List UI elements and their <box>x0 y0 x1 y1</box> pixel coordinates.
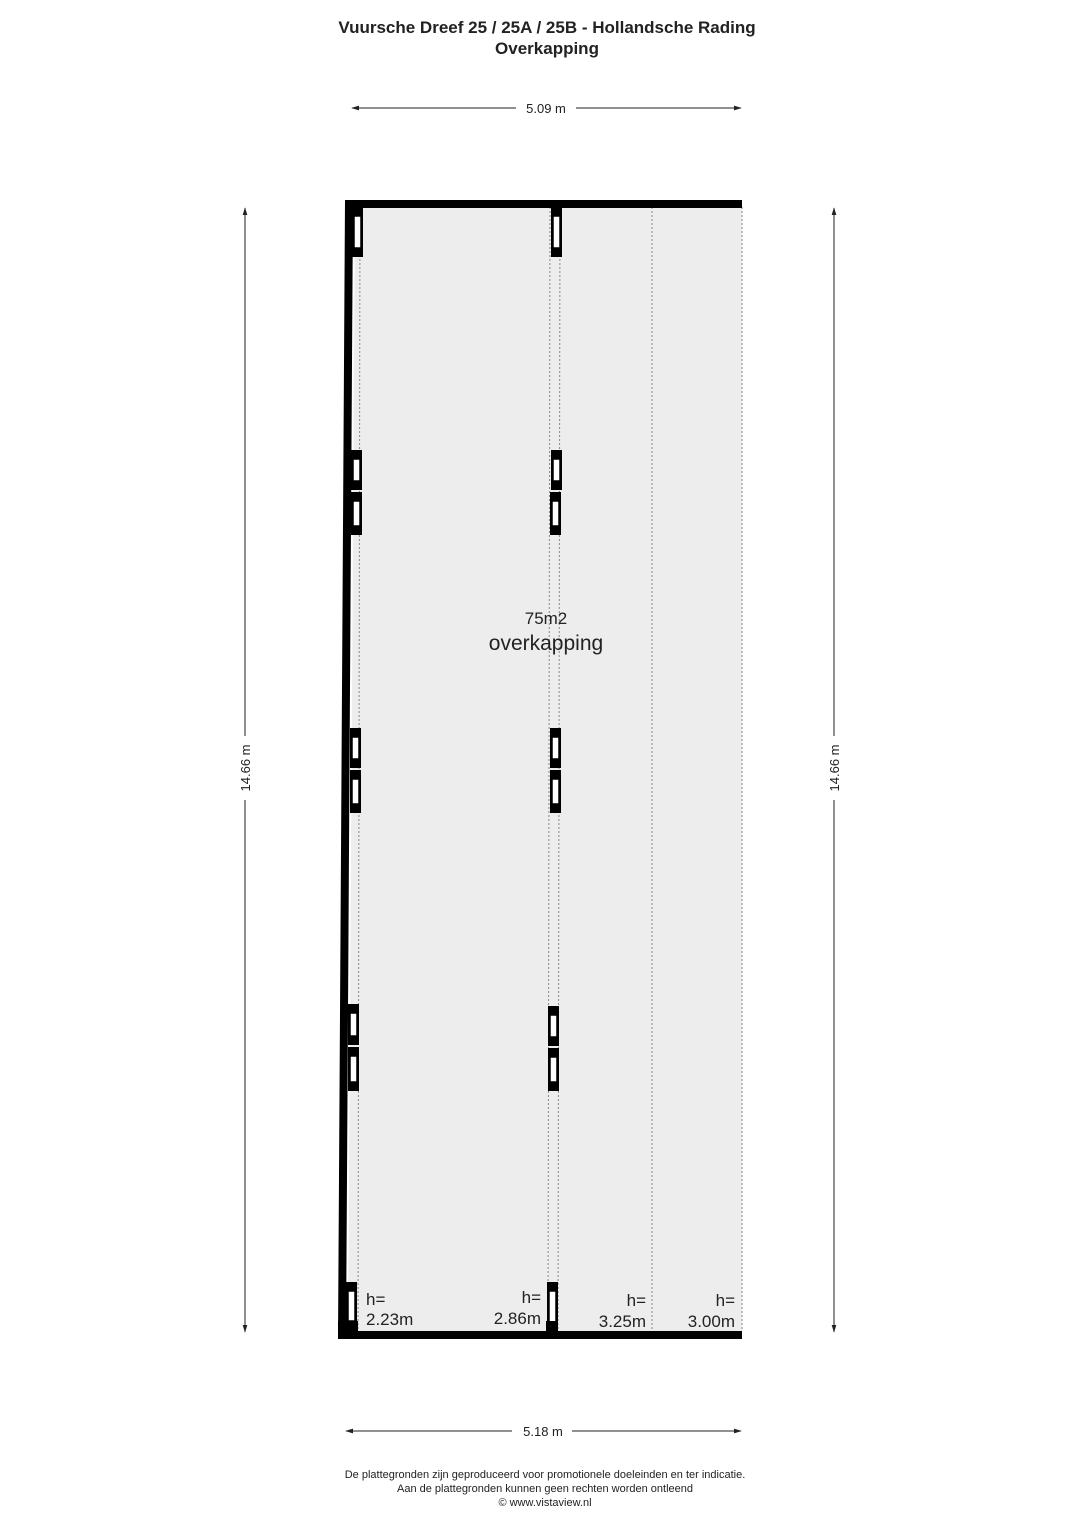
bottom-dimension: 5.18 m <box>345 1424 742 1439</box>
right-height-label: 14.66 m <box>827 745 842 792</box>
post-window <box>549 1014 558 1038</box>
top-wall <box>345 200 742 208</box>
post-window <box>552 458 561 482</box>
corner-post <box>338 1321 358 1339</box>
height-labels: h= 2.23m h= 2.86m h= 3.25m h= 3.00m <box>366 1288 735 1331</box>
post-window <box>551 778 560 805</box>
height-label-2: h= <box>522 1288 541 1307</box>
top-width-label: 5.09 m <box>526 101 566 116</box>
height-label-3: h= <box>627 1291 646 1310</box>
post-window <box>551 736 560 760</box>
bottom-width-label: 5.18 m <box>523 1424 563 1439</box>
post-window <box>352 500 361 527</box>
post-window <box>352 458 361 482</box>
post-window <box>353 215 362 249</box>
corner-post <box>546 1321 558 1339</box>
post-window <box>552 215 561 249</box>
disclaimer-line-1: De plattegronden zijn geproduceerd voor … <box>345 1469 746 1481</box>
height-label-4: h= <box>716 1291 735 1310</box>
disclaimer-line-2: Aan de plattegronden kunnen geen rechten… <box>397 1483 693 1495</box>
height-value-3: 3.25m <box>599 1312 646 1331</box>
disclaimer: De plattegronden zijn geproduceerd voor … <box>345 1469 746 1509</box>
post-window <box>351 778 360 805</box>
room-name: overkapping <box>489 632 603 655</box>
post-window <box>349 1055 358 1083</box>
height-label-1: h= <box>366 1290 385 1309</box>
room-area: 75m2 <box>525 609 568 628</box>
post-window <box>349 1012 358 1037</box>
post-window <box>347 1290 356 1322</box>
left-height-label: 14.66 m <box>238 745 253 792</box>
top-dimension: 5.09 m <box>351 101 742 116</box>
room-floor <box>348 205 742 1333</box>
post-window <box>551 500 560 527</box>
left-dimension: 14.66 m <box>238 207 253 1333</box>
disclaimer-line-3: © www.vistaview.nl <box>498 1497 591 1509</box>
height-value-1: 2.23m <box>366 1310 413 1329</box>
post-window <box>351 736 360 760</box>
height-value-4: 3.00m <box>688 1312 735 1331</box>
height-value-2: 2.86m <box>494 1309 541 1328</box>
posts <box>338 207 562 1339</box>
bottom-wall <box>338 1331 742 1339</box>
plan-title: Vuursche Dreef 25 / 25A / 25B - Hollands… <box>338 18 755 37</box>
post-window <box>549 1056 558 1083</box>
right-dimension: 14.66 m <box>827 207 842 1333</box>
roof-beam-lines <box>357 206 743 1332</box>
post-window <box>548 1290 557 1323</box>
left-wall <box>338 200 353 1339</box>
plan-subtitle: Overkapping <box>495 39 599 58</box>
